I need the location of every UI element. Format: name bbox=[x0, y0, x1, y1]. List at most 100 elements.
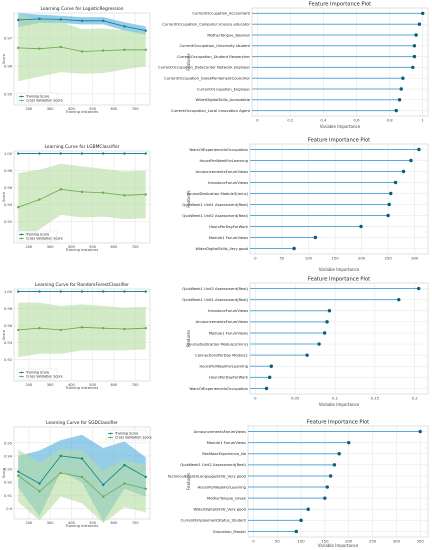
series-band-cv bbox=[18, 14, 146, 82]
data-point-cv bbox=[80, 190, 84, 194]
data-point-train bbox=[144, 290, 147, 293]
y-tick-label: 0.94 bbox=[4, 454, 13, 458]
feature-label: QuizWeek1 Unit2 Assessment(Real) bbox=[182, 287, 248, 291]
data-point-train bbox=[17, 18, 20, 22]
data-point-cv bbox=[59, 188, 62, 191]
x-tick-label: 400 bbox=[68, 245, 76, 249]
lollipop-dot bbox=[416, 286, 421, 291]
lollipop-dot bbox=[313, 235, 318, 240]
feature-label: QuizWeek1 Unit1 Assessment(Real) bbox=[182, 203, 248, 207]
lollipop-dot bbox=[401, 169, 406, 174]
data-point-train bbox=[38, 17, 41, 21]
legend-label: Cross Validation Score bbox=[115, 436, 152, 440]
y-tick-label: 0.96 bbox=[4, 186, 13, 190]
x-tick-label: 100 bbox=[305, 256, 313, 261]
plot-area bbox=[251, 7, 429, 117]
lollipop-dot bbox=[417, 147, 421, 152]
data-point-cv bbox=[102, 49, 105, 52]
x-tick-label: 0 bbox=[256, 118, 259, 123]
lollipop-dot bbox=[294, 529, 298, 534]
legend-marker-cv bbox=[20, 99, 23, 102]
chart-title: Learning Curve for RandomForestClassifie… bbox=[35, 282, 129, 288]
data-point-train bbox=[80, 19, 84, 23]
data-point-cv bbox=[102, 191, 105, 194]
learning-curve-0: 0.95 0.96 0.97 200 300 400 500 600 700 Learning C… bbox=[2, 6, 151, 114]
lollipop-dot bbox=[409, 158, 413, 163]
legend-marker-cv bbox=[109, 436, 112, 439]
x-tick-label: 50 bbox=[279, 256, 284, 261]
feature-importance-4: 0 0.2 0.4 0.6 0.8 1 CurrentOccupation_Accounta… bbox=[158, 2, 429, 129]
lollipop-dot bbox=[328, 474, 333, 478]
data-point-cv bbox=[144, 326, 147, 330]
lollipop-dot bbox=[394, 108, 398, 113]
x-tick-label: 600 bbox=[110, 107, 118, 111]
y-tick-label: 0.92 bbox=[4, 481, 12, 485]
chart-title: Learning Curve for SGDClassifier bbox=[46, 420, 118, 426]
legend-marker-cv bbox=[20, 237, 23, 240]
feature-label: MotherTongue_Bosnian bbox=[207, 33, 250, 37]
learning-curve-1: 0.92 0.94 0.96 0.98 1.00 200 300 400 500 600 700 Le… bbox=[2, 144, 151, 252]
x-tick-label: 200 bbox=[345, 539, 353, 544]
data-point-cv bbox=[144, 193, 147, 196]
lollipop-dot bbox=[412, 54, 417, 59]
data-point-train bbox=[17, 152, 20, 155]
x-axis-label: Variable Importance bbox=[319, 402, 360, 407]
feature-label: Education_Master bbox=[213, 530, 246, 534]
data-point-train bbox=[59, 290, 62, 293]
data-point-cv bbox=[123, 194, 126, 197]
data-point-cv bbox=[144, 487, 147, 490]
x-tick-label: 400 bbox=[68, 107, 76, 111]
lollipop-dot bbox=[399, 87, 403, 91]
series-band-cv bbox=[18, 163, 146, 242]
x-axis-label: Variable Importance bbox=[318, 543, 359, 548]
data-point-train bbox=[59, 18, 62, 21]
data-point-train bbox=[80, 457, 84, 460]
y-tick-label: 0.91 bbox=[4, 494, 12, 498]
x-tick-label: 200 bbox=[358, 256, 366, 261]
data-point-train bbox=[123, 152, 126, 155]
data-point-cv bbox=[59, 471, 62, 475]
feature-label: QuizWeek1 Unit2 Assessment(Real) bbox=[180, 463, 246, 467]
chart-title: Feature Importance Plot bbox=[309, 2, 371, 8]
lollipop-dot bbox=[389, 191, 393, 196]
chart-title: Learning Curve for LogisticRegression bbox=[41, 6, 124, 12]
feature-label: Module1 ForumViews bbox=[209, 331, 248, 335]
x-tick-label: 0 bbox=[254, 396, 257, 401]
feature-label: AnnouncementsForumViews bbox=[194, 430, 246, 434]
legend-marker-train bbox=[20, 95, 23, 98]
x-axis-label: Training Instances bbox=[65, 248, 99, 252]
feature-label: CurrentEmploymentStatus_Student bbox=[181, 519, 247, 523]
feature-label: AnnouncementsForumViews bbox=[196, 170, 248, 174]
data-point-cv bbox=[80, 475, 84, 479]
feature-label: CurrentOccupation_Local Innovation Agent bbox=[171, 109, 251, 113]
x-tick-label: 300 bbox=[411, 256, 419, 261]
legend-label: Training Score bbox=[25, 95, 49, 99]
x-tick-label: 700 bbox=[132, 521, 140, 525]
feature-label: CurrentOccupation_Computer science educa… bbox=[162, 23, 250, 27]
data-point-train bbox=[17, 290, 20, 293]
y-tick-label: 0.94 bbox=[4, 341, 13, 345]
legend-marker-cv bbox=[20, 375, 23, 378]
legend-marker-train bbox=[109, 432, 112, 435]
x-tick-label: 0.05 bbox=[291, 396, 300, 401]
y-tick-label: 0.94 bbox=[4, 203, 13, 207]
lollipop-dot bbox=[411, 65, 415, 70]
data-point-train bbox=[144, 29, 147, 32]
data-point-train bbox=[123, 290, 126, 293]
feature-label: IntroduceForumViews bbox=[208, 181, 248, 185]
x-tick-label: 500 bbox=[89, 383, 97, 387]
data-point-cv bbox=[59, 328, 62, 332]
x-tick-label: 0.8 bbox=[387, 118, 394, 123]
data-point-cv bbox=[80, 326, 84, 329]
lollipop-dot bbox=[417, 22, 422, 26]
feature-label: WiderDigitalSkills_Very good bbox=[193, 508, 246, 512]
legend-box bbox=[105, 429, 147, 441]
feature-label: CurrentOccupation_DataCenter Network eng… bbox=[158, 66, 250, 70]
x-tick-label: 200 bbox=[25, 383, 33, 387]
data-point-train bbox=[59, 152, 62, 155]
data-point-cv bbox=[38, 490, 41, 493]
lollipop-dot bbox=[332, 463, 337, 467]
